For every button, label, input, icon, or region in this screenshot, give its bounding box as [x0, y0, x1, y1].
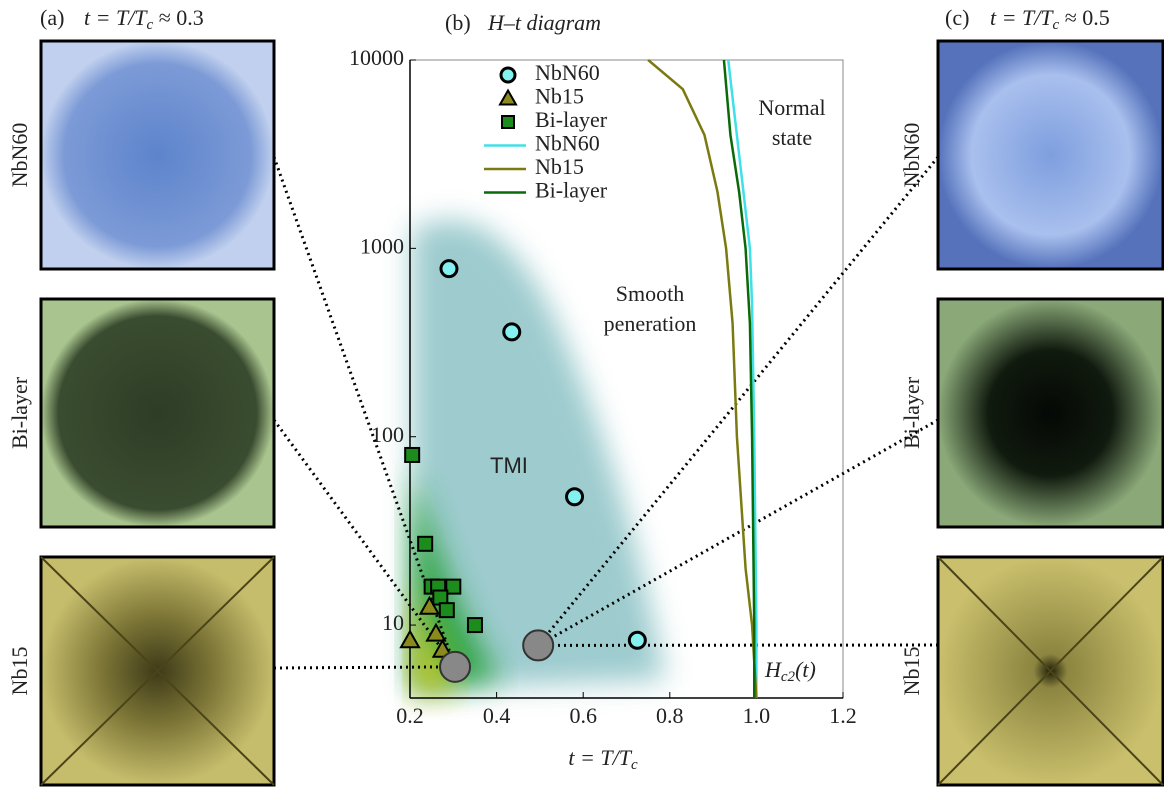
image [41, 41, 274, 269]
panel-t: t = T/Tc ≈ 0.3 [84, 5, 204, 33]
marker [629, 632, 645, 648]
t-text: t = T/T [84, 5, 148, 30]
image-label: Bi-layer [899, 376, 924, 449]
legend-label: Nb15 [535, 154, 584, 179]
hc2-sub: c2 [781, 669, 796, 685]
legend-label: NbN60 [535, 131, 600, 156]
marker [446, 580, 460, 594]
image-label: Nb15 [7, 647, 32, 696]
legend-label: Bi-layer [535, 178, 608, 203]
legend-marker [502, 116, 514, 128]
marker [405, 448, 419, 462]
annotation: TMI [490, 453, 528, 478]
x-tick-label: 1.2 [829, 703, 857, 728]
y-tick-label: 10 [382, 610, 404, 635]
x-tick-label: 1.0 [743, 703, 771, 728]
x-axis-label: t = T/Tc [568, 745, 638, 773]
marker [468, 618, 482, 632]
image [938, 299, 1163, 527]
x-tick-label: 0.4 [483, 703, 511, 728]
y-tick-label: 1000 [360, 233, 404, 258]
annotation: Normal [758, 95, 825, 120]
t-text: ≈ 0.3 [153, 5, 204, 30]
panel-t: t = T/Tc ≈ 0.5 [990, 5, 1110, 33]
highlight-point [523, 630, 553, 660]
panel-label: (b) [445, 10, 471, 35]
image-label: NbN60 [899, 123, 924, 188]
x-label-text: t = T/T [568, 745, 632, 770]
x-label-sub: c [631, 757, 638, 773]
legend-label: NbN60 [535, 60, 600, 85]
legend-marker [500, 91, 516, 105]
marker [504, 324, 520, 340]
image-label: Nb15 [899, 647, 924, 696]
legend-marker [501, 68, 515, 82]
marker [418, 537, 432, 551]
image [41, 299, 274, 527]
marker [567, 489, 583, 505]
x-tick-label: 0.8 [656, 703, 684, 728]
chart-title: H–t diagram [487, 10, 601, 35]
x-tick-label: 0.2 [396, 703, 424, 728]
legend-label: Bi-layer [535, 107, 608, 132]
panel-label: (c) [945, 5, 969, 30]
x-tick-label: 0.6 [569, 703, 597, 728]
figure: (a) t = T/Tc ≈ 0.3 (c) t = T/Tc ≈ 0.5 Nb… [0, 0, 1164, 787]
annotation: Hc2(t) [764, 657, 816, 685]
annotation: Smooth [616, 281, 684, 306]
image-label: NbN60 [7, 123, 32, 188]
marker [441, 261, 457, 277]
annotation: state [772, 125, 812, 150]
panel-label: (a) [40, 5, 64, 30]
t-text: ≈ 0.5 [1059, 5, 1110, 30]
highlight-point [440, 652, 470, 682]
hc2-t: (t) [795, 657, 816, 682]
annotation: peneration [604, 311, 697, 336]
t-text: t = T/T [990, 5, 1054, 30]
legend-label: Nb15 [535, 84, 584, 109]
image-label: Bi-layer [7, 376, 32, 449]
y-tick-label: 100 [371, 422, 404, 447]
image [938, 41, 1163, 269]
hc2-h: H [764, 657, 782, 682]
y-tick-label: 10000 [349, 45, 404, 70]
marker [440, 603, 454, 617]
